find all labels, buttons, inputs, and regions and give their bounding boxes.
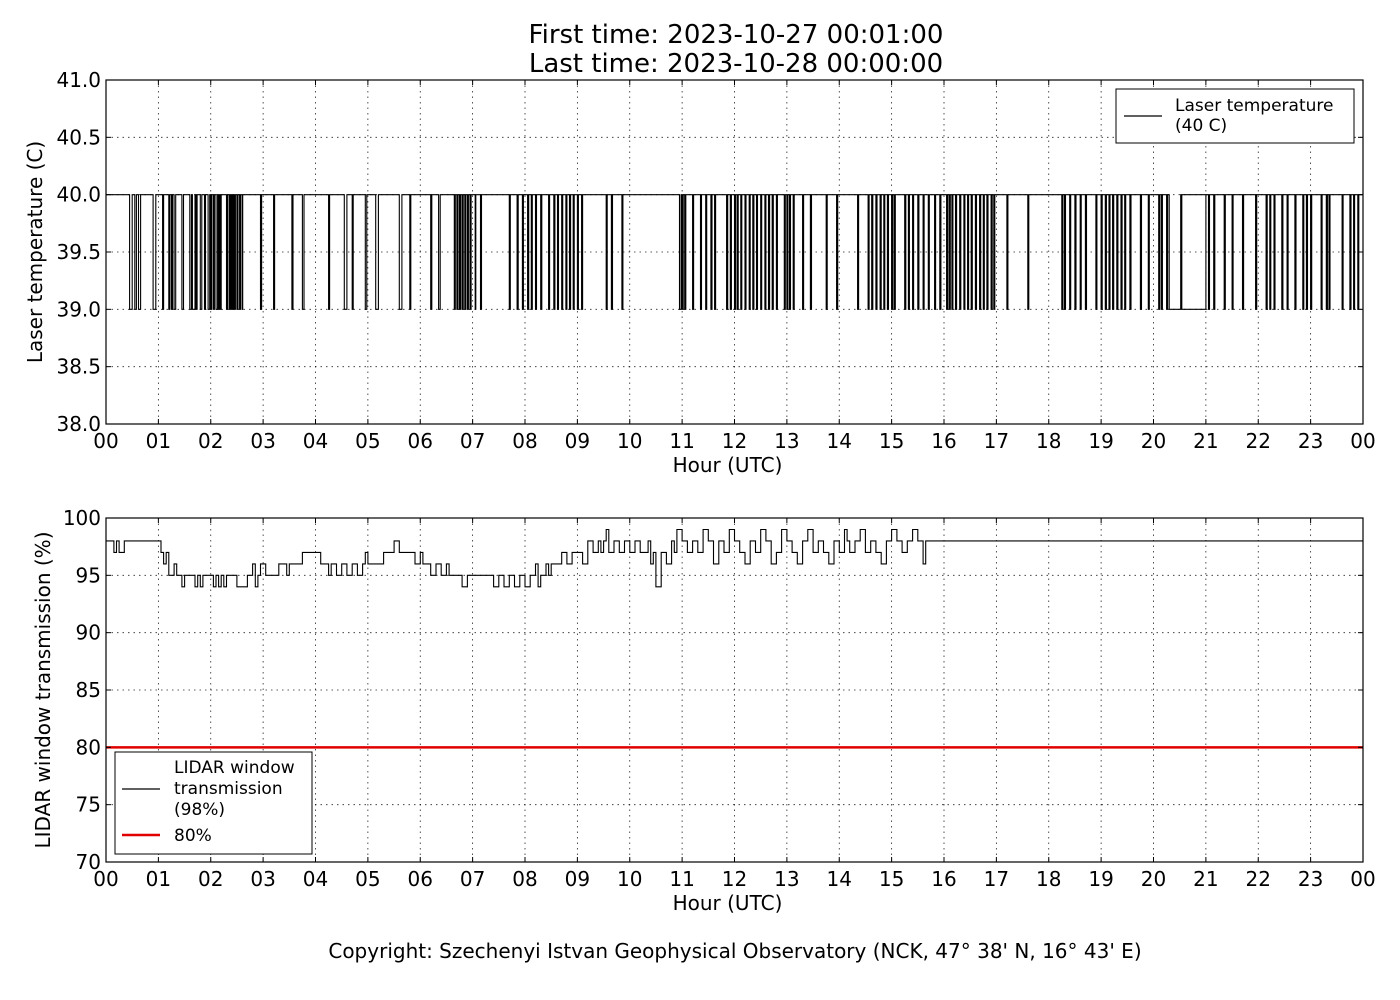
x-tick-label: 05 xyxy=(355,867,380,891)
x-tick-label: 21 xyxy=(1193,867,1218,891)
x-tick-label: 12 xyxy=(722,867,747,891)
y-tick-label: 70 xyxy=(76,850,101,874)
y-tick-label: 38.0 xyxy=(56,412,101,436)
x-tick-label: 17 xyxy=(984,867,1009,891)
x-tick-label: 20 xyxy=(1141,429,1166,453)
y-tick-label: 80 xyxy=(76,735,101,759)
x-tick-label: 07 xyxy=(460,867,485,891)
legend-label: (98%) xyxy=(174,800,225,820)
x-tick-label: 13 xyxy=(774,429,799,453)
copyright-text: Copyright: Szechenyi Istvan Geophysical … xyxy=(328,939,1141,963)
series-line xyxy=(106,194,1363,310)
x-tick-label: 18 xyxy=(1036,867,1061,891)
x-tick-label: 22 xyxy=(1246,867,1271,891)
y-tick-label: 38.5 xyxy=(56,355,101,379)
y-axis-label: Laser temperature (C) xyxy=(23,141,47,363)
x-tick-label: 04 xyxy=(303,429,328,453)
x-tick-label: 12 xyxy=(722,429,747,453)
y-tick-label: 41.0 xyxy=(56,68,101,92)
y-tick-label: 40.5 xyxy=(56,125,101,149)
x-tick-label: 03 xyxy=(250,867,275,891)
x-tick-label: 00 xyxy=(1350,867,1375,891)
x-tick-label: 08 xyxy=(512,429,537,453)
x-tick-label: 15 xyxy=(879,429,904,453)
x-tick-label: 09 xyxy=(565,867,590,891)
x-tick-label: 14 xyxy=(827,867,852,891)
x-tick-label: 10 xyxy=(617,429,642,453)
x-tick-label: 07 xyxy=(460,429,485,453)
x-tick-label: 08 xyxy=(512,867,537,891)
y-axis-label: LIDAR window transmission (%) xyxy=(31,532,55,849)
legend-box xyxy=(114,751,313,855)
x-tick-label: 06 xyxy=(408,429,433,453)
title-line-2: Last time: 2023-10-28 00:00:00 xyxy=(529,49,943,79)
x-tick-label: 22 xyxy=(1246,429,1271,453)
legend-label: 80% xyxy=(174,826,212,846)
title-line-1: First time: 2023-10-27 00:01:00 xyxy=(529,20,944,50)
x-tick-label: 00 xyxy=(93,867,118,891)
x-tick-label: 16 xyxy=(931,429,956,453)
x-tick-label: 01 xyxy=(146,429,171,453)
x-tick-label: 13 xyxy=(774,867,799,891)
x-tick-label: 10 xyxy=(617,867,642,891)
x-tick-label: 01 xyxy=(146,867,171,891)
x-tick-label: 00 xyxy=(1350,429,1375,453)
x-tick-label: 19 xyxy=(1088,429,1113,453)
x-tick-label: 03 xyxy=(250,429,275,453)
x-tick-label: 05 xyxy=(355,429,380,453)
legend-label: transmission xyxy=(174,779,283,799)
x-tick-label: 14 xyxy=(827,429,852,453)
x-tick-label: 11 xyxy=(669,429,694,453)
legend-label: Laser temperature xyxy=(1175,96,1333,116)
x-axis-label: Hour (UTC) xyxy=(673,891,783,915)
x-tick-label: 09 xyxy=(565,429,590,453)
legend-box xyxy=(1115,88,1355,144)
y-tick-label: 85 xyxy=(76,678,101,702)
x-tick-label: 11 xyxy=(669,867,694,891)
y-tick-label: 75 xyxy=(76,793,101,817)
legend-label: (40 C) xyxy=(1175,116,1227,136)
x-tick-label: 15 xyxy=(879,867,904,891)
x-tick-label: 02 xyxy=(198,429,223,453)
x-axis-label: Hour (UTC) xyxy=(673,453,783,477)
y-tick-label: 40.0 xyxy=(56,183,101,207)
x-tick-label: 16 xyxy=(931,867,956,891)
y-tick-label: 39.5 xyxy=(56,240,101,264)
x-tick-label: 21 xyxy=(1193,429,1218,453)
x-tick-label: 23 xyxy=(1298,867,1323,891)
window-transmission-chart: 00 01 02 03 04 05 06 07 08 09 10 11 12 13 14 15 16 17 18 19… xyxy=(31,506,1376,915)
x-tick-label: 02 xyxy=(198,867,223,891)
x-tick-label: 18 xyxy=(1036,429,1061,453)
x-tick-label: 20 xyxy=(1141,867,1166,891)
y-tick-label: 100 xyxy=(63,506,101,530)
laser-temperature-chart: 00 01 02 03 04 05 06 07 08 09 10 11 12 13 14 15 16 17 18 19… xyxy=(23,68,1376,477)
legend: Laser temperature(40 C) xyxy=(1115,88,1355,144)
x-tick-label: 06 xyxy=(408,867,433,891)
x-tick-label: 00 xyxy=(93,429,118,453)
x-tick-label: 17 xyxy=(984,429,1009,453)
x-tick-label: 19 xyxy=(1088,867,1113,891)
series-line xyxy=(106,528,1363,588)
legend-label: LIDAR window xyxy=(174,758,295,778)
x-tick-label: 04 xyxy=(303,867,328,891)
y-tick-label: 39.0 xyxy=(56,297,101,321)
x-tick-label: 23 xyxy=(1298,429,1323,453)
y-tick-label: 90 xyxy=(76,621,101,645)
y-tick-label: 95 xyxy=(76,563,101,587)
